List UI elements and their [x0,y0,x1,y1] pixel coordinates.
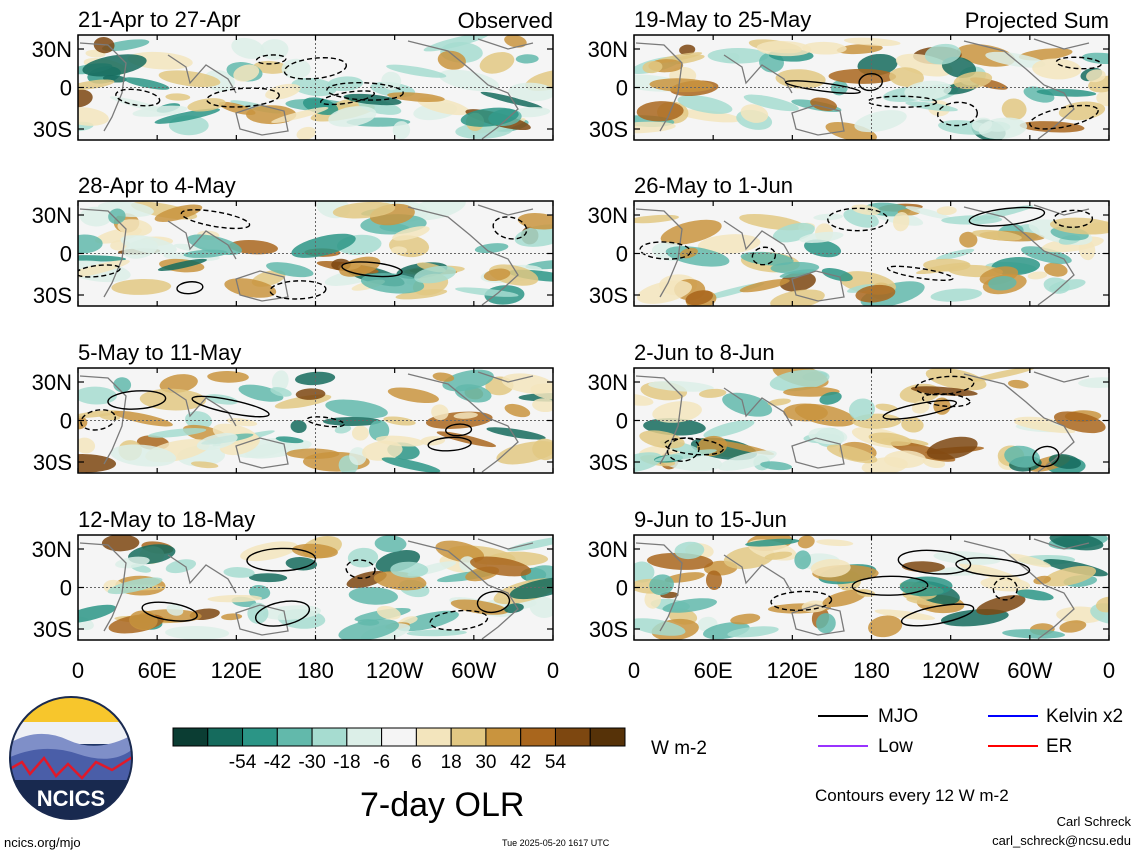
y-tick-label: 30N [588,203,628,228]
colorbar-swatch [346,727,383,747]
x-tick-label: 120E [767,658,818,683]
x-tick-label: 0 [1103,658,1115,683]
y-tick-label: 0 [60,409,72,434]
y-tick-label: 30S [589,450,628,475]
panel-title: 2-Jun to 8-Jun [634,340,775,365]
colorbar-swatch [242,727,278,747]
y-tick-label: 0 [616,409,628,434]
legend-label-er: ER [1046,736,1073,757]
legend-label-kelvin: Kelvin x2 [1046,706,1124,727]
y-tick-label: 30S [589,117,628,142]
panel-title: 19-May to 25-May [634,7,811,32]
y-tick-label: 30N [588,37,628,62]
colorbar-swatch [415,727,452,747]
y-tick-label: 30N [32,537,72,562]
colorbar-tick-label: 42 [510,752,531,773]
colorbar-swatch [450,727,487,747]
y-tick-label: 0 [60,242,72,267]
colorbar-swatch [589,727,626,747]
colorbar-tick-label: -6 [373,752,390,773]
footer-timestamp: Tue 2025-05-20 1617 UTC [502,838,610,848]
map-panel [77,534,554,641]
colorbar-swatch [207,727,244,747]
map-panel [633,200,1110,307]
author-email[interactable]: carl_schreck@ncsu.edu [992,833,1131,848]
colorbar-tick-label: 18 [441,752,462,773]
column-label: Observed [458,8,553,33]
logo-text: NCICS [37,786,105,811]
panel-title: 12-May to 18-May [78,507,255,532]
x-tick-label: 60E [694,658,733,683]
y-tick-label: 30N [32,203,72,228]
colorbar-tick-label: -42 [264,752,291,773]
y-tick-label: 30N [32,370,72,395]
colorbar-tick-label: 54 [545,752,567,773]
author-name: Carl Schreck [1056,814,1131,829]
y-tick-label: 30N [588,537,628,562]
x-tick-label: 0 [628,658,640,683]
colorbar-units: W m-2 [651,738,707,759]
colorbar-tick-label: -54 [229,752,257,773]
colorbar-swatch [276,727,313,747]
y-tick-label: 30S [33,450,72,475]
panel-title: 28-Apr to 4-May [78,173,236,198]
legend-label-mjo: MJO [878,706,919,727]
y-tick-label: 30S [589,617,628,642]
x-tick-label: 60E [138,658,177,683]
map-panel [77,367,554,474]
x-tick-label: 120W [366,658,424,683]
colorbar-swatch [554,727,591,747]
colorbar-swatch [311,727,348,747]
column-label: Projected Sum [965,8,1109,33]
map-panel [633,34,1110,141]
y-tick-label: 30S [589,283,628,308]
y-tick-label: 30S [33,117,72,142]
figure-title: 7-day OLR [360,786,525,824]
colorbar-swatch [381,727,417,747]
x-tick-label: 0 [72,658,84,683]
x-tick-label: 0 [547,658,559,683]
y-tick-label: 0 [616,76,628,101]
y-tick-label: 30S [33,283,72,308]
y-tick-label: 30S [33,617,72,642]
colorbar-tick-label: -30 [298,752,325,773]
map-panel [633,534,1110,641]
colorbar-tick-label: -18 [333,752,360,773]
colorbar-swatch [172,727,209,747]
map-panel [77,200,554,307]
x-tick-label: 180 [297,658,334,683]
ncics-logo: NCICS [8,692,134,826]
legend-label-low: Low [878,736,913,757]
footer-url[interactable]: ncics.org/mjo [4,835,81,850]
map-panel [77,34,554,141]
y-tick-label: 0 [616,576,628,601]
colorbar-tick-label: 6 [411,752,422,773]
author-block: Carl Schreck carl_schreck@ncsu.edu [992,812,1131,850]
colorbar-swatch [485,727,522,747]
x-tick-label: 180 [853,658,890,683]
panel-title: 21-Apr to 27-Apr [78,7,241,32]
colorbar-swatch [520,727,556,747]
y-tick-label: 30N [32,37,72,62]
x-tick-label: 60W [451,658,496,683]
panel-title: 5-May to 11-May [78,340,241,365]
x-tick-label: 120E [211,658,262,683]
contour-note: Contours every 12 W m-2 [815,786,1009,805]
y-tick-label: 0 [616,242,628,267]
y-tick-label: 30N [588,370,628,395]
y-tick-label: 0 [60,576,72,601]
x-tick-label: 60W [1007,658,1052,683]
colorbar-tick-label: 30 [475,752,496,773]
x-tick-label: 120W [922,658,980,683]
y-tick-label: 0 [60,76,72,101]
panel-title: 9-Jun to 15-Jun [634,507,787,532]
map-panel [633,367,1110,474]
panel-title: 26-May to 1-Jun [634,173,793,198]
